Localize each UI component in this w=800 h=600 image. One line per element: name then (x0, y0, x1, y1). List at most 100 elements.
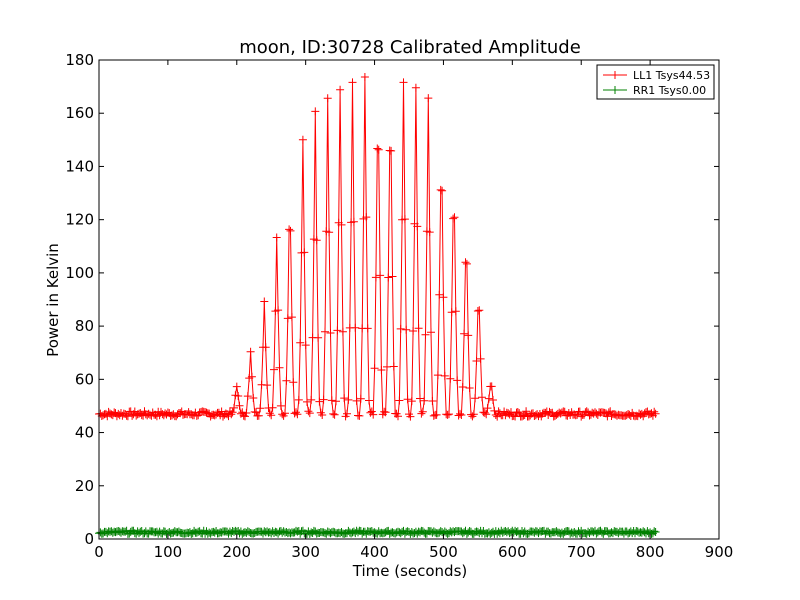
data-point (489, 396, 497, 404)
plot-area (95, 73, 660, 538)
data-point (362, 213, 371, 222)
y-tick-label: 40 (75, 424, 94, 442)
data-point (343, 409, 351, 418)
data-point (338, 327, 347, 336)
data-point (270, 365, 278, 374)
data-point (315, 397, 324, 406)
data-point (394, 412, 402, 421)
data-point (402, 325, 411, 334)
data-point (438, 186, 447, 195)
data-point (286, 226, 295, 235)
data-point (513, 408, 522, 416)
data-point (396, 324, 405, 333)
data-point (651, 528, 660, 536)
data-point (323, 94, 332, 103)
data-point (246, 347, 255, 356)
data-point (355, 411, 364, 420)
data-point (373, 144, 382, 153)
legend: LL1 Tsys44.53 RR1 Tsys0.00 (596, 64, 715, 100)
data-point (249, 394, 258, 402)
data-point (232, 382, 241, 391)
data-point (428, 397, 437, 405)
data-point (473, 307, 482, 315)
data-point (268, 403, 277, 412)
data-point (274, 306, 283, 315)
data-point (292, 408, 300, 417)
data-point (582, 407, 591, 416)
legend-label: LL1 Tsys44.53 (633, 69, 710, 82)
data-point (451, 307, 460, 316)
series-ll1 (95, 73, 660, 421)
data-point (247, 372, 256, 381)
data-point (427, 328, 435, 337)
data-point (333, 326, 342, 335)
data-point (460, 329, 469, 338)
data-point (272, 233, 281, 242)
data-point (435, 290, 444, 299)
data-point (471, 394, 480, 403)
data-point (424, 94, 433, 103)
data-point (296, 338, 305, 347)
data-point (465, 384, 474, 392)
data-point (484, 394, 493, 403)
x-axis: 0 100 200 300 400 500 600 700 800 900 (94, 60, 733, 561)
data-point (369, 410, 378, 419)
data-point (461, 258, 470, 267)
data-point (294, 395, 303, 404)
data-point (230, 403, 238, 412)
chart-title: moon, ID:30728 Calibrated Amplitude (239, 37, 581, 58)
data-point (267, 411, 276, 420)
data-point (480, 408, 489, 417)
y-tick-label: 160 (65, 104, 94, 122)
data-point (384, 273, 393, 282)
data-point (349, 217, 358, 226)
data-point (650, 527, 659, 536)
data-point (475, 306, 484, 315)
data-point (377, 366, 386, 374)
legend-label: RR1 Tsys0.00 (633, 84, 706, 97)
plot-frame (98, 59, 720, 540)
legend-marker (611, 86, 619, 94)
data-point (314, 333, 323, 342)
data-point (336, 85, 345, 94)
data-point (483, 404, 492, 413)
data-point (456, 409, 464, 418)
data-point (289, 378, 298, 387)
data-point (327, 396, 336, 405)
data-point (445, 410, 453, 419)
data-point (326, 329, 335, 337)
data-point (238, 408, 247, 417)
legend-box (596, 64, 715, 100)
data-point (439, 293, 448, 302)
data-point (307, 395, 316, 404)
series-rr1 (95, 526, 660, 538)
x-tick-label: 100 (154, 543, 183, 561)
data-point (311, 107, 320, 116)
data-point (312, 236, 321, 245)
data-point (332, 397, 340, 406)
data-point (469, 410, 478, 419)
data-point (228, 408, 237, 417)
data-point (453, 376, 462, 385)
data-point (371, 273, 380, 282)
data-point (325, 228, 334, 237)
x-tick-label: 500 (429, 543, 458, 561)
data-point (400, 215, 409, 224)
data-point (330, 410, 339, 419)
x-tick-label: 600 (498, 543, 527, 561)
data-point (468, 412, 477, 421)
data-point (403, 395, 412, 404)
data-point (304, 407, 313, 416)
data-point (283, 314, 292, 323)
x-tick-label: 0 (94, 543, 104, 561)
data-point (376, 271, 385, 280)
data-point (365, 396, 373, 405)
data-point (407, 397, 416, 406)
data-point (319, 395, 328, 404)
data-point (321, 327, 329, 336)
data-point (261, 343, 270, 352)
data-point (281, 409, 289, 418)
data-point (383, 362, 391, 371)
data-point (522, 407, 531, 416)
data-point (464, 331, 473, 340)
